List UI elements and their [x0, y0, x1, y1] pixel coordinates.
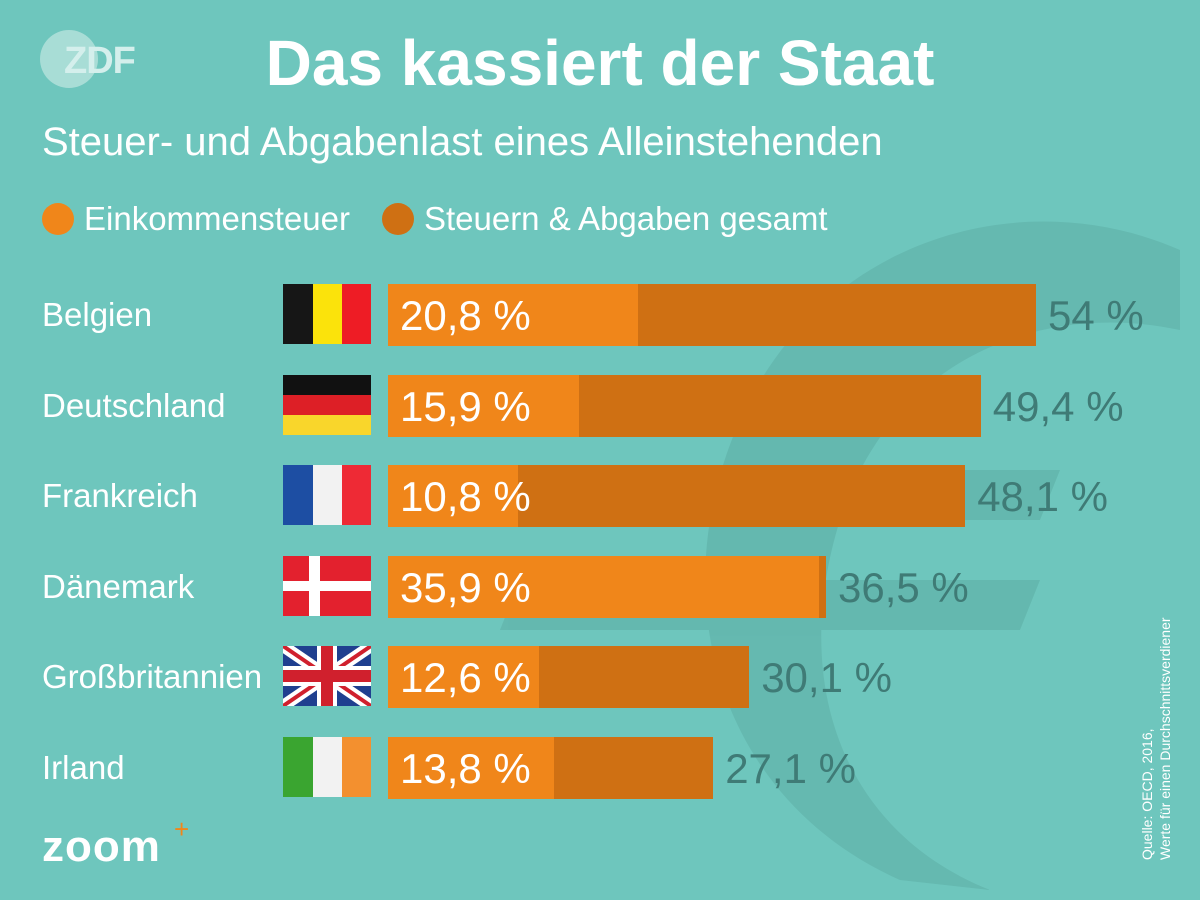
zdf-logo: ZDF	[40, 30, 150, 90]
country-label: Dänemark	[42, 568, 195, 605]
chart-row: Großbritannien 12,6 % 30,1 %	[0, 646, 1200, 708]
income-value-label: 12,6 %	[400, 654, 531, 701]
legend: Einkommensteuer Steuern & Abgaben gesamt	[42, 200, 860, 238]
income-value-label: 15,9 %	[400, 383, 531, 430]
income-value-label: 35,9 %	[400, 564, 531, 611]
denmark-flag-icon	[283, 556, 371, 616]
country-label: Großbritannien	[42, 658, 263, 695]
country-label: Deutschland	[42, 387, 226, 424]
zoom-logo: zoom +	[42, 814, 189, 872]
legend-item-total: Steuern & Abgaben gesamt	[381, 200, 828, 238]
chart-row: Dänemark 35,9 % 36,5 %	[0, 556, 1200, 618]
total-value-label: 36,5 %	[838, 564, 969, 611]
chart-row: Frankreich 10,8 % 48,1 %	[0, 465, 1200, 527]
income-value-label: 13,8 %	[400, 745, 531, 792]
total-value-label: 27,1 %	[725, 745, 856, 792]
source-line-1: Quelle: OECD, 2016,	[1139, 728, 1155, 860]
legend-swatch-income	[42, 203, 74, 235]
bar-income	[388, 465, 518, 527]
legend-swatch-total	[381, 203, 414, 235]
bar-income	[388, 284, 638, 346]
uk-flag-icon	[283, 646, 371, 706]
bar-income	[388, 375, 579, 437]
total-value-label: 30,1 %	[761, 654, 892, 701]
germany-flag-icon	[283, 375, 371, 435]
country-label: Irland	[42, 749, 125, 786]
france-flag-icon	[283, 465, 371, 525]
country-label: Frankreich	[42, 477, 198, 514]
legend-label-total: Steuern & Abgaben gesamt	[423, 200, 828, 237]
chart-row: Irland 13,8 % 27,1 %	[0, 737, 1200, 799]
chart-row: Belgien 20,8 % 54 %	[0, 284, 1200, 346]
total-value-label: 54 %	[1048, 292, 1144, 339]
bar-income	[388, 737, 554, 799]
source-note: Quelle: OECD, 2016, Werte für einen Durc…	[1138, 560, 1174, 860]
legend-label-income: Einkommensteuer	[84, 200, 350, 237]
legend-item-income: Einkommensteuer	[42, 200, 350, 238]
bar-income	[388, 646, 540, 708]
income-value-label: 20,8 %	[400, 292, 531, 339]
country-label: Belgien	[42, 296, 153, 333]
chart-title: Das kassiert der Staat	[265, 27, 935, 99]
zoom-logo-text: zoom	[42, 822, 161, 871]
ireland-flag-icon	[283, 737, 371, 797]
chart-row: Deutschland 15,9 % 49,4 %	[0, 375, 1200, 437]
total-value-label: 48,1 %	[977, 473, 1108, 520]
total-value-label: 49,4 %	[992, 383, 1124, 430]
bar-income	[388, 556, 819, 618]
belgium-flag-icon	[283, 284, 371, 344]
chart-subtitle: Steuer- und Abgabenlast eines Alleinsteh…	[42, 120, 883, 164]
zoom-logo-plus: +	[174, 814, 191, 844]
source-line-2: Werte für einen Durchschnittsverdiener	[1157, 617, 1173, 860]
income-value-label: 10,8 %	[400, 473, 531, 520]
